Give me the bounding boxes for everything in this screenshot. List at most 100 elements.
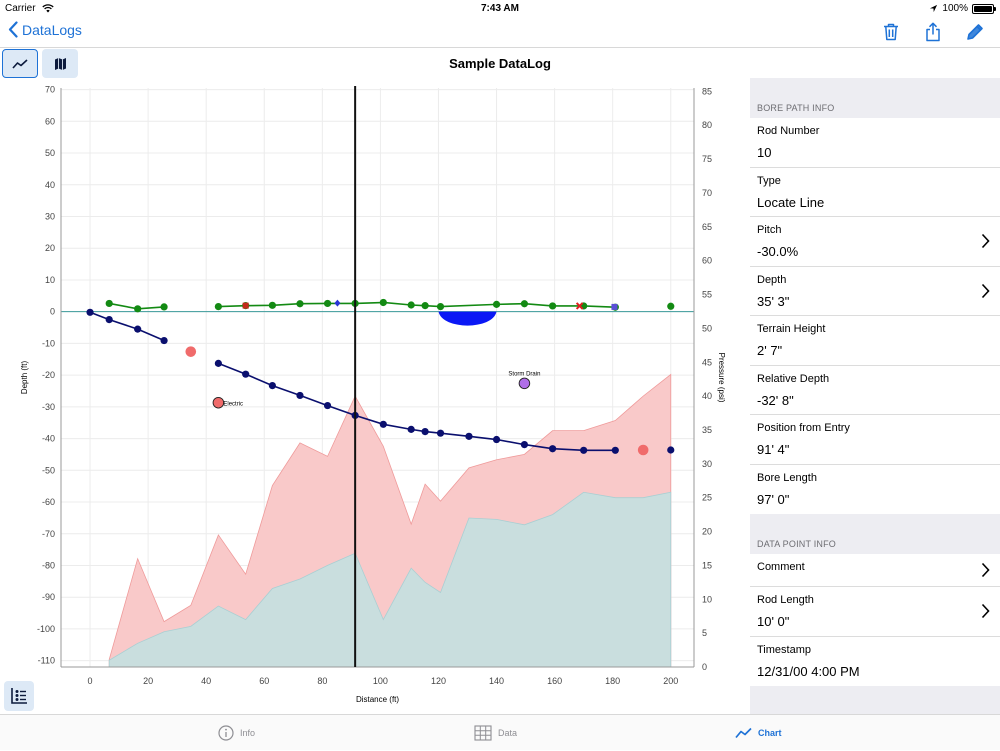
x-tick-label: 160 <box>547 676 562 686</box>
bore-path-point <box>611 446 619 454</box>
terrain-point <box>548 302 557 310</box>
bore-path-point <box>242 370 250 378</box>
info-row-depth[interactable]: Depth 35' 3" <box>750 267 1000 316</box>
terrain-point <box>379 298 387 307</box>
x-tick-label: 140 <box>489 676 504 686</box>
bore-path-point <box>160 336 168 345</box>
obstacle-marker <box>637 444 649 456</box>
terrain-point <box>520 300 529 308</box>
chart-line-icon <box>12 58 28 69</box>
chart-legend-button[interactable] <box>4 681 34 711</box>
chart-area[interactable]: 0 20 40 60 80 100 120 140 160 180 200 70 60 50 40 30 20 1… <box>0 78 750 714</box>
y-tick-label: -100 <box>37 624 55 634</box>
info-row-rod-length[interactable]: Rod Length 10' 0" <box>750 587 1000 637</box>
trash-icon <box>884 23 898 41</box>
chevron-right-icon <box>981 562 990 578</box>
bore-path-point <box>134 325 142 333</box>
info-value: 12/31/00 4:00 PM <box>757 663 860 679</box>
terrain-marker-cross <box>575 302 584 310</box>
tab-chart[interactable]: Chart <box>735 715 782 751</box>
info-value: 2' 7" <box>757 343 783 358</box>
info-row-comment[interactable]: Comment <box>750 554 1000 587</box>
x-tick-label: 120 <box>431 676 446 686</box>
bore-path-point <box>436 429 445 437</box>
y-tick-label: -90 <box>42 592 55 602</box>
terrain-point <box>134 305 142 313</box>
y-tick-label: -50 <box>42 465 55 475</box>
info-row-pitch[interactable]: Pitch -30.0% <box>750 217 1000 267</box>
bore-path-point <box>407 425 415 433</box>
info-value: 10 <box>757 145 772 160</box>
y-tick-label: -80 <box>42 560 55 570</box>
terrain-marker-square <box>242 302 249 309</box>
y2-tick-label: 0 <box>702 662 707 672</box>
chevron-left-icon <box>8 21 18 38</box>
info-value: 35' 3" <box>757 293 790 309</box>
chart-mode-button[interactable] <box>2 49 38 78</box>
y2-tick-label: 15 <box>702 560 712 570</box>
y2-tick-label: 70 <box>702 188 712 198</box>
axis-settings-icon <box>11 688 27 704</box>
info-label: Position from Entry <box>757 422 850 434</box>
bore-path-point <box>105 316 113 324</box>
edit-button[interactable] <box>964 21 986 43</box>
obstacle-marker <box>212 396 225 409</box>
data-point-info-header: DATA POINT INFO <box>757 539 837 549</box>
x-tick-label: 200 <box>663 676 678 686</box>
y-tick-label: 50 <box>45 148 55 158</box>
terrain-marker-diamond <box>334 299 341 307</box>
datalog-chart[interactable]: 0 20 40 60 80 100 120 140 160 180 2007060504030201… <box>0 78 750 714</box>
chart-toolbar <box>0 48 750 78</box>
tab-info[interactable]: Info <box>218 715 255 751</box>
info-label: Type <box>757 174 781 187</box>
bore-path-line <box>218 362 616 452</box>
chevron-right-icon <box>981 603 990 619</box>
bore-path-point <box>86 308 94 316</box>
info-panel: BORE PATH INFO Rod Number 10 Type Locate… <box>750 78 1000 714</box>
info-value: 91' 4" <box>757 442 790 457</box>
tab-data[interactable]: Data <box>474 715 517 751</box>
clock: 7:43 AM <box>481 3 519 14</box>
share-button[interactable] <box>922 21 944 43</box>
bore-path-point <box>465 432 473 440</box>
status-bar: Carrier 7:43 AM 100% <box>0 0 1000 18</box>
y-tick-label: 20 <box>45 243 55 253</box>
chevron-right-icon <box>981 233 990 249</box>
info-label: Comment <box>757 561 805 573</box>
y-tick-label: -20 <box>42 370 55 380</box>
bore-path-point <box>214 359 222 367</box>
y2-tick-label: 65 <box>702 222 712 232</box>
info-label: Relative Depth <box>757 372 830 385</box>
bore-path-info-group: Rod Number 10 Type Locate Line Pitch -30… <box>750 118 1000 514</box>
location-arrow-icon <box>930 4 938 13</box>
navigation-bar: DataLogs <box>0 18 1000 48</box>
terrain-point <box>436 302 445 311</box>
terrain-point <box>214 302 222 311</box>
info-value: -30.0% <box>757 244 799 259</box>
obstacle-marker <box>185 346 197 357</box>
info-row-type: Type Locate Line <box>750 168 1000 217</box>
x-tick-label: 100 <box>373 676 388 686</box>
info-value: 10' 0" <box>757 614 790 629</box>
obstacle-label: Storm Drain <box>508 371 540 377</box>
obstacle-label: Electric <box>223 402 243 408</box>
info-label: Timestamp <box>757 643 811 656</box>
delete-button[interactable] <box>880 21 902 43</box>
chart-line-icon <box>735 727 752 739</box>
y2-tick-label: 35 <box>702 425 712 435</box>
y2-axis-label: Pressure (psi) <box>717 353 726 403</box>
info-row-timestamp: Timestamp 12/31/00 4:00 PM <box>750 637 1000 687</box>
map-mode-button[interactable] <box>42 49 78 78</box>
info-row-bore-length: Bore Length 97' 0" <box>750 465 1000 515</box>
tab-info-label: Info <box>240 728 256 738</box>
share-icon <box>926 22 940 42</box>
terrain-point <box>160 303 168 311</box>
back-button[interactable]: DataLogs <box>8 21 82 38</box>
pressure-min-area <box>108 491 672 668</box>
y-axis-label: Depth (ft) <box>20 360 29 394</box>
pencil-icon <box>967 24 983 40</box>
y-tick-label: -110 <box>38 656 55 666</box>
y2-tick-label: 55 <box>702 290 712 300</box>
x-tick-label: 180 <box>605 676 620 686</box>
x-axis-label: Distance (ft) <box>356 695 399 704</box>
